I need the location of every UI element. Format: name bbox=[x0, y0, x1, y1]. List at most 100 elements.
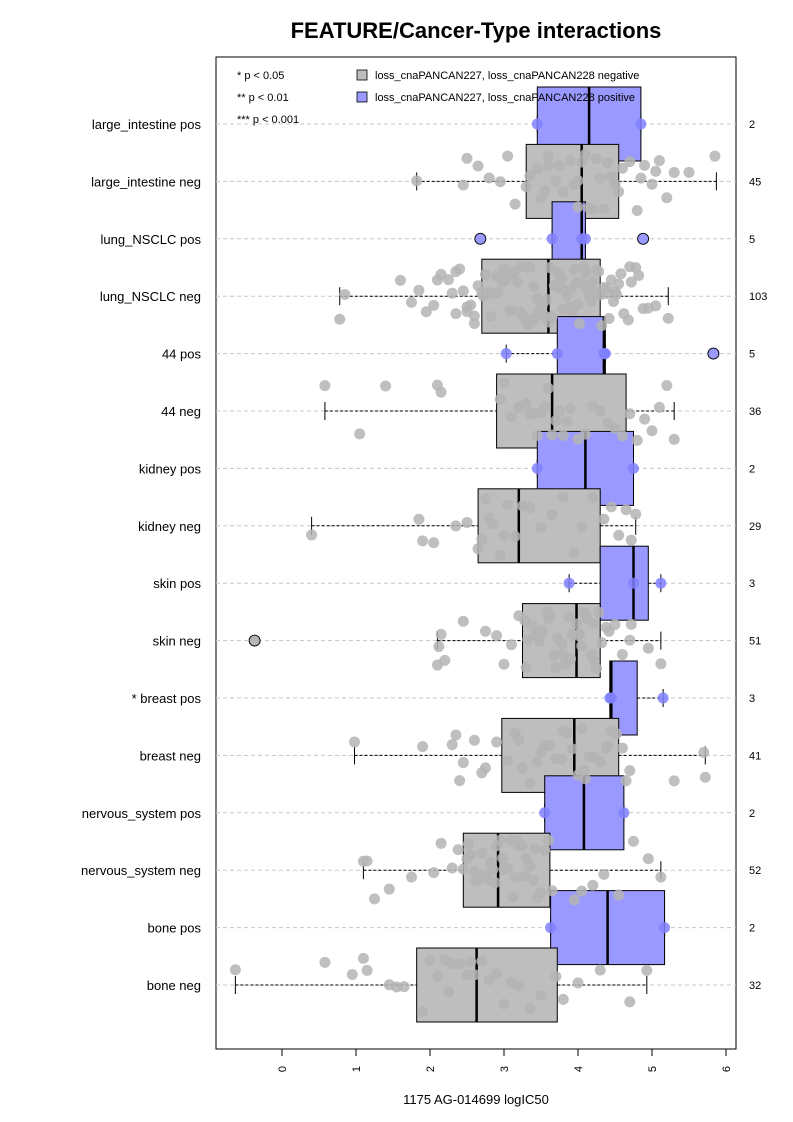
point-lung-nsclc-neg-85 bbox=[502, 270, 514, 282]
point-lung-nsclc-neg-89 bbox=[565, 284, 577, 296]
point-breast-neg-15 bbox=[544, 740, 556, 752]
point-skin-neg-30 bbox=[593, 606, 605, 618]
point-bone-neg-26 bbox=[557, 993, 569, 1005]
point-lung-nsclc-neg-57 bbox=[622, 314, 634, 326]
point-nervous-system-neg-48 bbox=[529, 843, 541, 855]
point-lung-nsclc-neg-44 bbox=[573, 318, 585, 330]
legend-swatch-positive bbox=[356, 91, 368, 103]
point-44-neg-28 bbox=[624, 408, 636, 420]
point-lung-nsclc-neg-60 bbox=[633, 269, 645, 281]
point-lung-nsclc-neg-0 bbox=[334, 313, 346, 325]
point-lung-nsclc-neg-58 bbox=[625, 276, 637, 288]
point-skin-neg-42 bbox=[550, 661, 562, 673]
point-lung-nsclc-neg-102 bbox=[602, 282, 614, 294]
point-large-intestine-neg-30 bbox=[613, 186, 625, 198]
point-kidney-neg-17 bbox=[535, 521, 547, 533]
group-count-lung-nsclc-pos: 5 bbox=[749, 234, 755, 246]
point-skin-neg-46 bbox=[587, 617, 599, 629]
point-nervous-system-neg-32 bbox=[542, 834, 554, 846]
point-lung-nsclc-neg-3 bbox=[406, 296, 417, 308]
group-count-nervous-system-neg: 52 bbox=[749, 865, 761, 877]
x-axis: 0 1 2 3 4 5 6 bbox=[277, 1048, 733, 1072]
point-kidney-neg-16 bbox=[524, 502, 536, 514]
point-nervous-system-neg-34 bbox=[568, 894, 580, 906]
point-44-neg-11 bbox=[531, 429, 543, 441]
point-skin-neg-1 bbox=[433, 641, 445, 653]
point-large-intestine-neg-34 bbox=[635, 172, 647, 184]
point-large-intestine-neg-7 bbox=[509, 198, 521, 210]
group-count-bone-neg: 32 bbox=[749, 980, 761, 992]
point-44-neg-13 bbox=[539, 400, 551, 412]
point-bone-pos-1 bbox=[659, 922, 671, 934]
point-large-intestine-pos-1 bbox=[635, 118, 647, 130]
point-nervous-system-neg-14 bbox=[476, 847, 488, 859]
point-lung-nsclc-neg-87 bbox=[535, 298, 547, 310]
sig-note-3: *** p < 0.001 bbox=[237, 114, 299, 126]
point-bone-neg-10 bbox=[431, 970, 443, 982]
point-large-intestine-neg-36 bbox=[646, 178, 658, 190]
point-large-intestine-neg-41 bbox=[683, 166, 695, 178]
point-kidney-neg-2 bbox=[417, 535, 429, 547]
point-lung-nsclc-neg-101 bbox=[587, 276, 599, 288]
point-lung-nsclc-neg-6 bbox=[428, 299, 440, 311]
point-large-intestine-neg-27 bbox=[602, 157, 614, 169]
point-large-intestine-pos-0 bbox=[531, 118, 543, 130]
point-44-neg-18 bbox=[557, 429, 569, 441]
point-nervous-system-neg-27 bbox=[524, 860, 536, 872]
point-lung-nsclc-neg-27 bbox=[511, 276, 523, 288]
group-count-large-intestine-pos: 2 bbox=[749, 119, 755, 131]
group-label-large-intestine-neg: large_intestine neg bbox=[91, 174, 201, 189]
outlier-skin-neg-0 bbox=[248, 634, 261, 647]
point-breast-neg-32 bbox=[698, 746, 710, 758]
point-large-intestine-neg-24 bbox=[591, 153, 602, 165]
point-nervous-system-neg-21 bbox=[502, 862, 514, 874]
point-44-neg-7 bbox=[505, 411, 517, 423]
group-label-44-neg: 44 neg bbox=[161, 404, 201, 419]
point-large-intestine-neg-1 bbox=[457, 179, 469, 191]
point-kidney-neg-1 bbox=[413, 513, 425, 525]
point-large-intestine-neg-3 bbox=[472, 160, 484, 172]
point-skin-neg-45 bbox=[579, 610, 591, 622]
point-lung-nsclc-neg-52 bbox=[603, 313, 615, 325]
sig-note-1: * p < 0.05 bbox=[237, 70, 284, 82]
point-skin-neg-37 bbox=[625, 618, 637, 630]
point-large-intestine-neg-44 bbox=[542, 160, 554, 172]
point-kidney-pos-1 bbox=[628, 462, 639, 474]
point-bone-neg-29 bbox=[624, 996, 636, 1008]
point-breast-neg-5 bbox=[457, 757, 469, 769]
point-lung-nsclc-neg-95 bbox=[487, 287, 499, 299]
point-large-intestine-neg-23 bbox=[587, 204, 599, 216]
point-44-neg-1 bbox=[354, 428, 366, 440]
point-large-intestine-neg-13 bbox=[542, 150, 554, 162]
point-lung-nsclc-neg-94 bbox=[461, 306, 473, 318]
point-breast-neg-17 bbox=[556, 753, 568, 765]
point-skin-neg-3 bbox=[439, 654, 451, 666]
point-skin-neg-20 bbox=[556, 638, 568, 650]
point-44-pos-4 bbox=[599, 348, 611, 360]
group-count-bone-pos: 2 bbox=[749, 923, 755, 935]
point-lung-nsclc-neg-99 bbox=[557, 303, 569, 315]
point-bone-neg-1 bbox=[319, 956, 331, 968]
point-nervous-system-neg-7 bbox=[446, 862, 458, 874]
point-breast-neg-27 bbox=[610, 728, 622, 740]
point-lung-nsclc-neg-90 bbox=[579, 267, 591, 279]
point-bone-neg-4 bbox=[361, 964, 373, 976]
point-large-intestine-neg-5 bbox=[494, 176, 506, 188]
point-large-intestine-neg-0 bbox=[411, 175, 423, 187]
point-nervous-system-neg-3 bbox=[383, 883, 395, 895]
group-count-44-neg: 36 bbox=[749, 406, 761, 418]
point-44-neg-29 bbox=[631, 434, 643, 446]
point-lung-nsclc-neg-78 bbox=[583, 289, 595, 301]
point-bone-neg-27 bbox=[572, 977, 584, 989]
group-label-large-intestine-pos: large_intestine pos bbox=[92, 117, 202, 132]
point-skin-neg-38 bbox=[642, 642, 654, 654]
point-bone-neg-28 bbox=[594, 964, 606, 976]
point-nervous-system-neg-42 bbox=[462, 838, 474, 850]
point-kidney-neg-23 bbox=[598, 513, 610, 525]
point-large-intestine-neg-15 bbox=[554, 160, 565, 172]
point-large-intestine-neg-17 bbox=[565, 155, 577, 167]
x-tick-label-6: 6 bbox=[721, 1066, 733, 1072]
group-count-breast-pos: 3 bbox=[749, 693, 755, 705]
group-label-nervous-system-pos: nervous_system pos bbox=[82, 806, 202, 821]
point-nervous-system-neg-40 bbox=[642, 853, 654, 865]
